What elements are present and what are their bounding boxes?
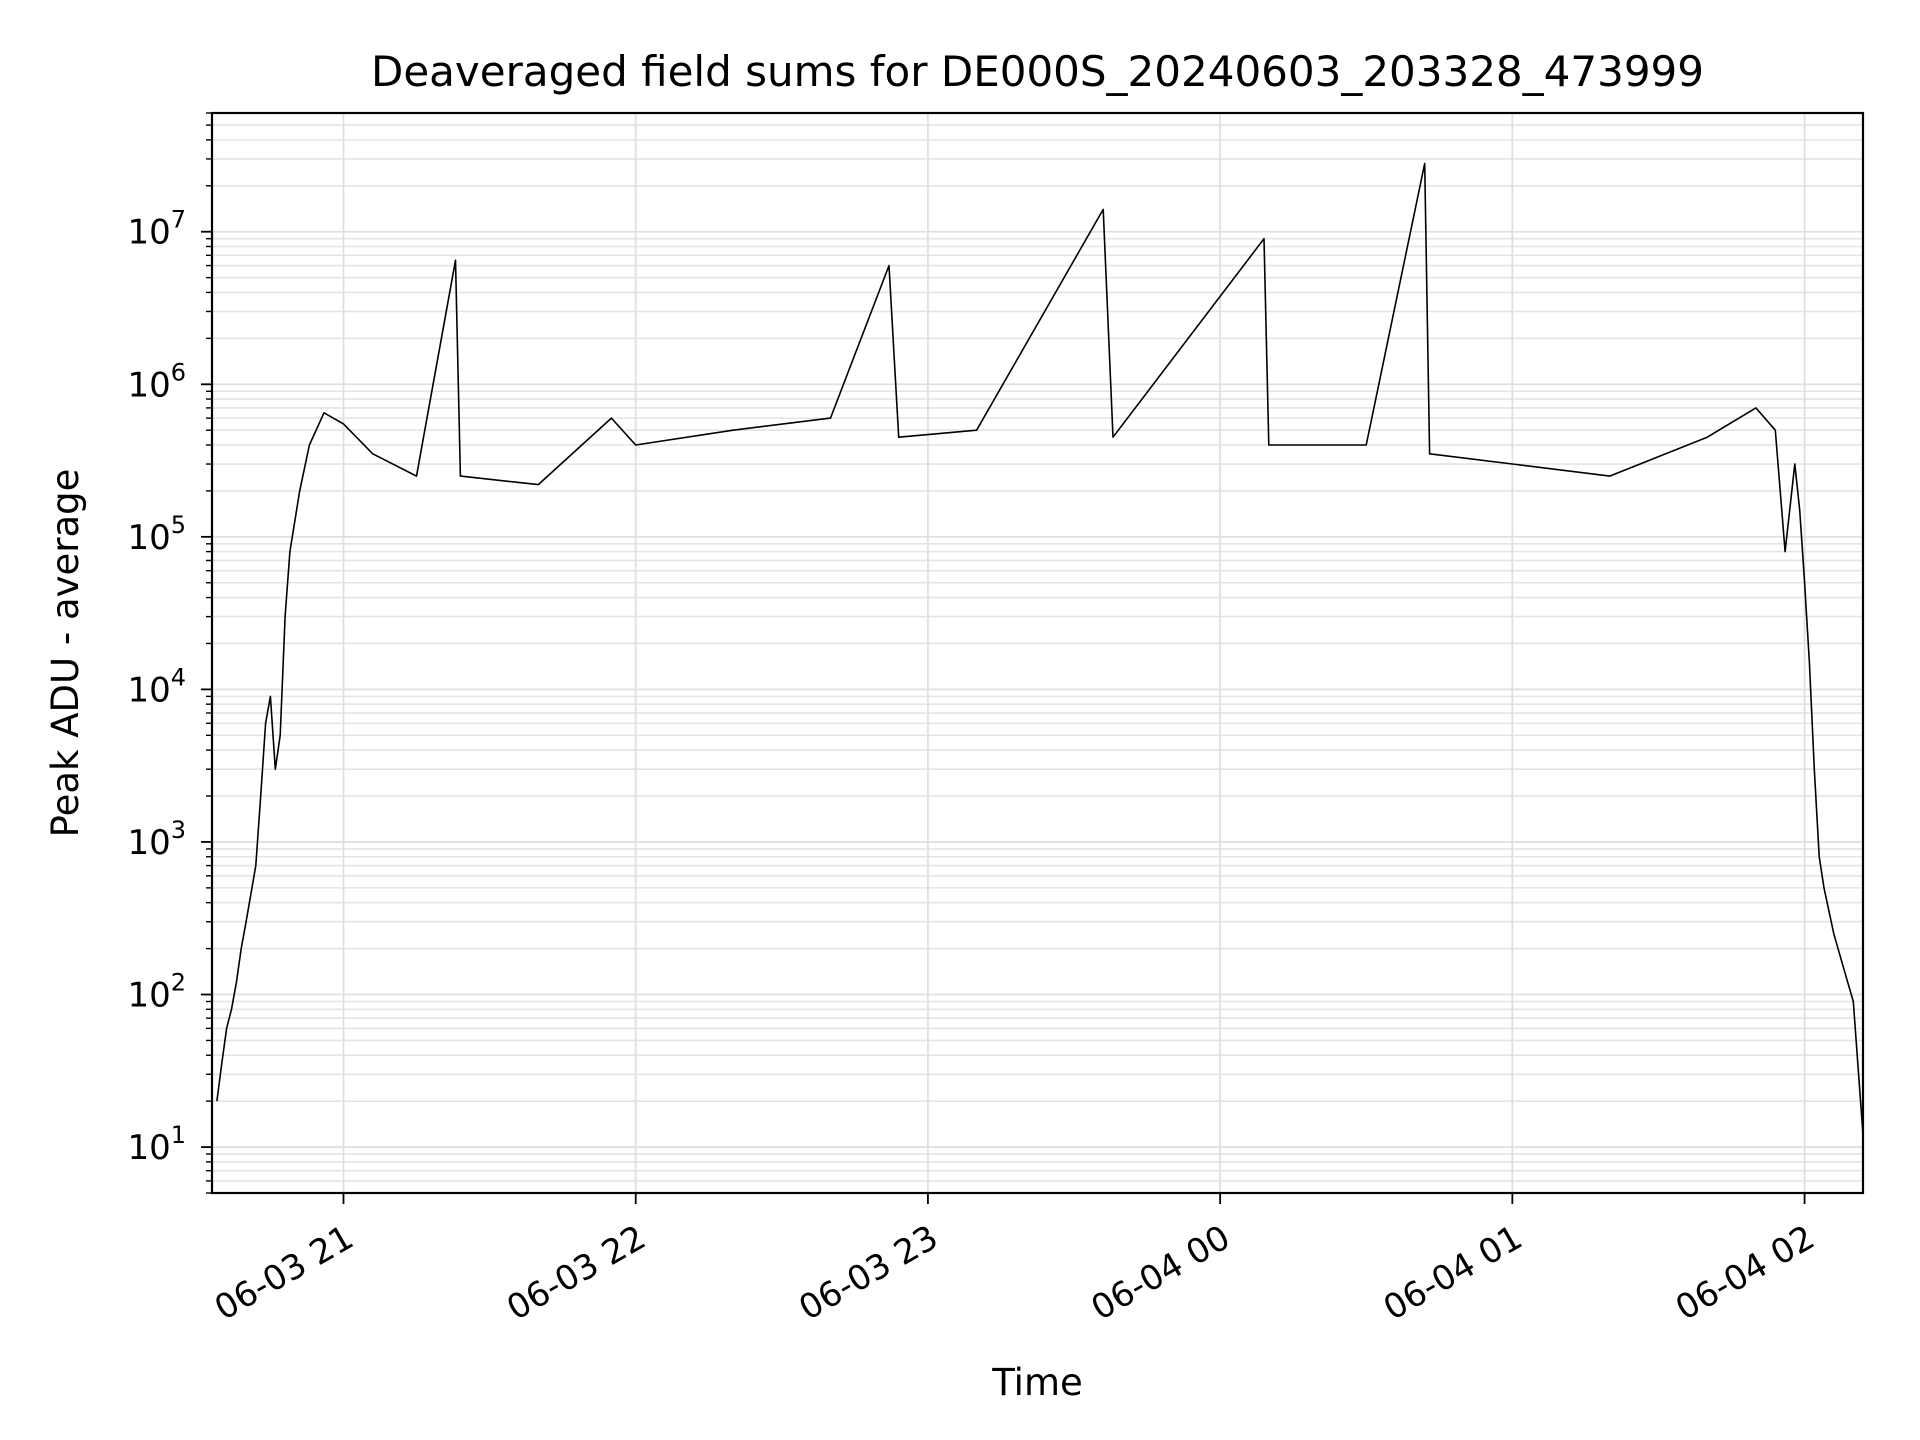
- minor-grid: [212, 112, 1863, 1194]
- chart-title: Deaveraged field sums for DE000S_2024060…: [371, 47, 1704, 96]
- y-axis-ticks: 101 102 103 104 105 106 107: [127, 112, 212, 1194]
- x-axis-label: Time: [991, 1361, 1083, 1404]
- data-series-line: [216, 162, 1864, 1136]
- y-tick-label: 104: [127, 663, 186, 710]
- y-tick-label: 105: [127, 511, 186, 558]
- y-axis-label: Peak ADU - average: [44, 469, 87, 838]
- y-tick-label: 103: [127, 816, 186, 863]
- major-grid: [212, 113, 1863, 1193]
- y-tick-label: 102: [127, 969, 186, 1016]
- y-tick-label: 101: [127, 1121, 186, 1168]
- y-tick-label: 107: [127, 206, 186, 253]
- y-tick-label: 106: [127, 358, 186, 405]
- series-layer: [216, 162, 1864, 1136]
- plot-frame: [210, 111, 1865, 1195]
